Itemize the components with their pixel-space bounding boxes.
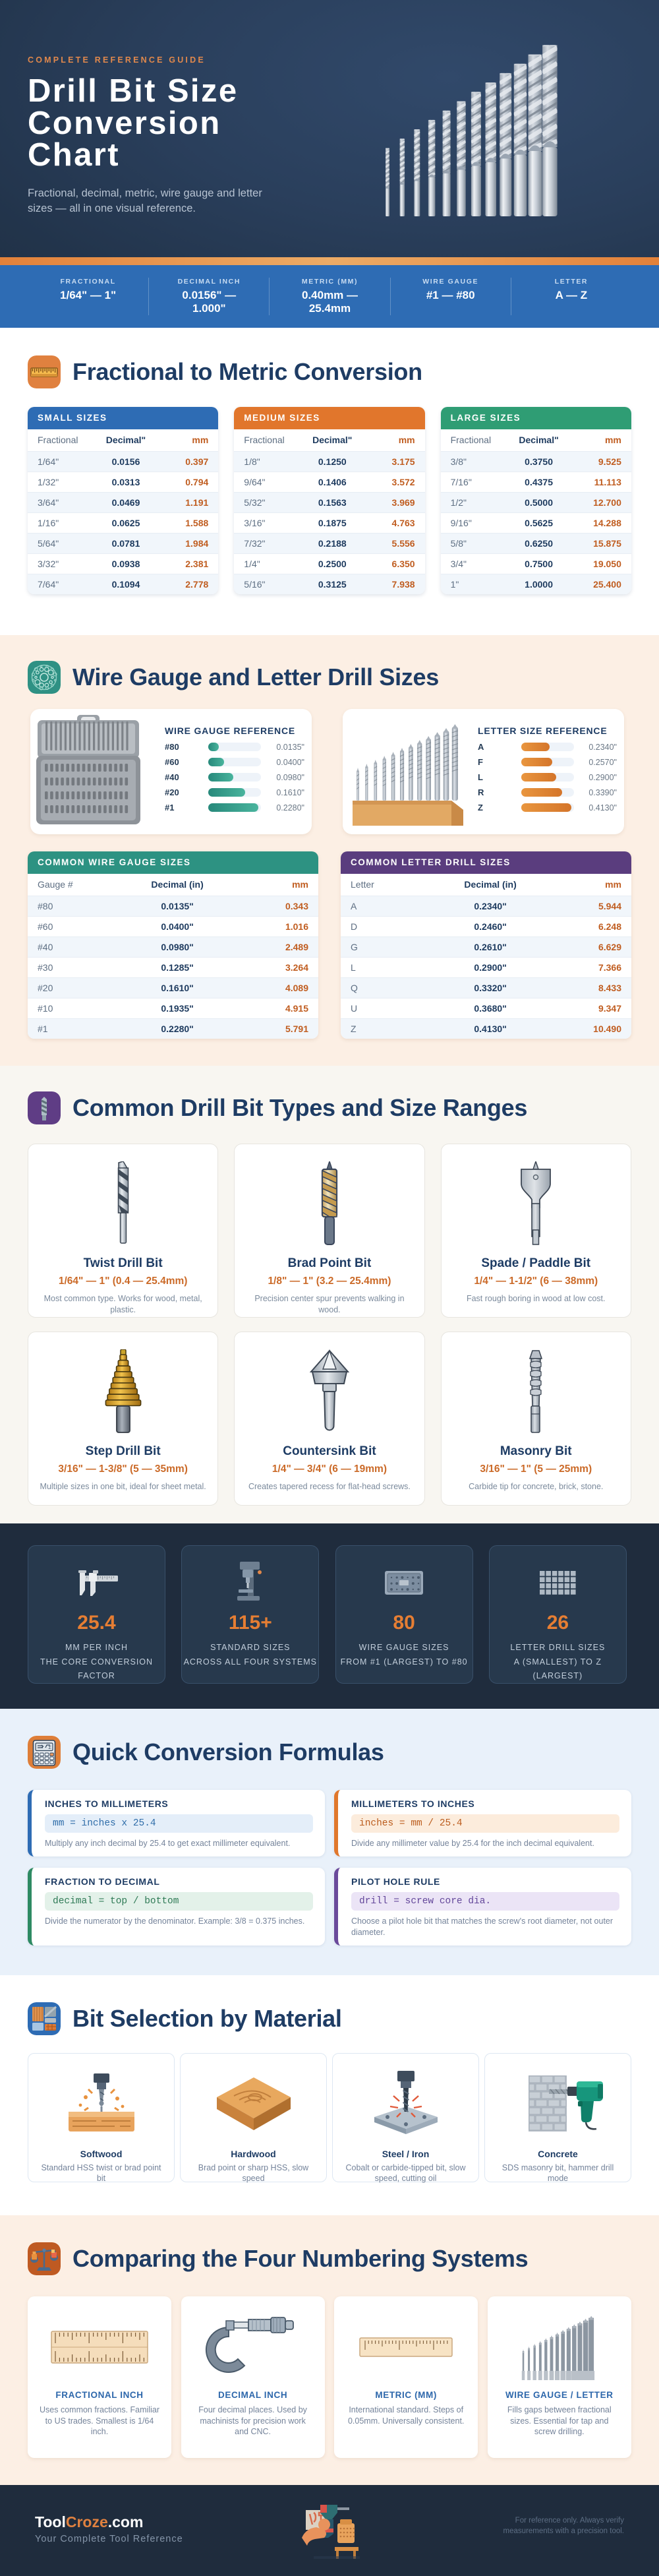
svg-text:Σ: Σ	[49, 1746, 52, 1750]
